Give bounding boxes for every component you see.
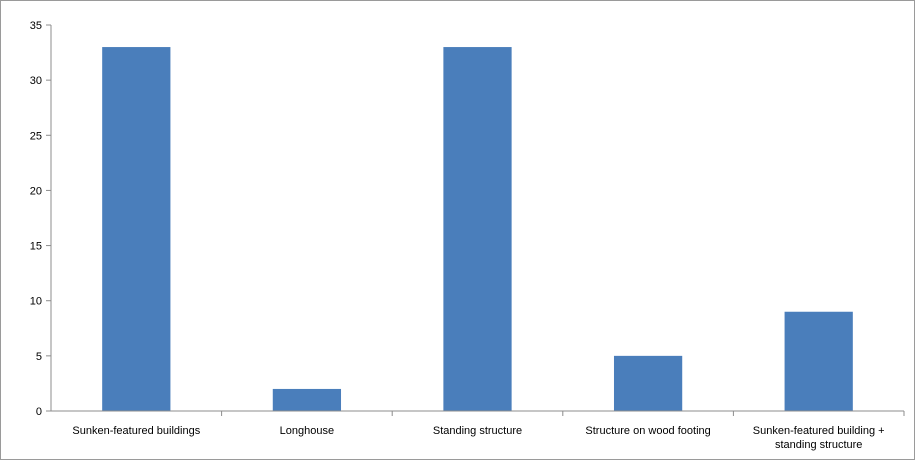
bar — [102, 47, 171, 412]
y-tick-label: 10 — [30, 296, 42, 308]
y-axis-ticks: 0 5 10 15 20 25 30 35 — [30, 20, 51, 418]
x-tick-label: Longhouse — [280, 425, 334, 437]
y-tick-label: 0 — [36, 406, 42, 418]
bar — [613, 355, 683, 411]
y-tick-label: 35 — [30, 20, 42, 32]
y-tick-label: 15 — [30, 241, 42, 253]
x-tick-label: Standing structure — [433, 425, 522, 437]
bar — [272, 388, 342, 411]
x-tick-label: Sunken-featured buildings — [72, 425, 200, 437]
x-axis-labels: Sunken-featured buildings Longhouse Standi… — [72, 425, 884, 451]
y-tick-label: 20 — [30, 185, 42, 197]
y-tick-label: 5 — [36, 351, 42, 363]
axes — [50, 25, 905, 416]
y-tick-label: 25 — [30, 130, 42, 142]
bars — [102, 47, 853, 412]
bar — [784, 311, 853, 411]
x-tick-label: Structure on wood footing — [585, 425, 710, 437]
bar — [443, 47, 512, 412]
y-tick-label: 30 — [30, 75, 42, 87]
x-tick-label: Sunken-featured building + standing struc… — [753, 425, 885, 451]
